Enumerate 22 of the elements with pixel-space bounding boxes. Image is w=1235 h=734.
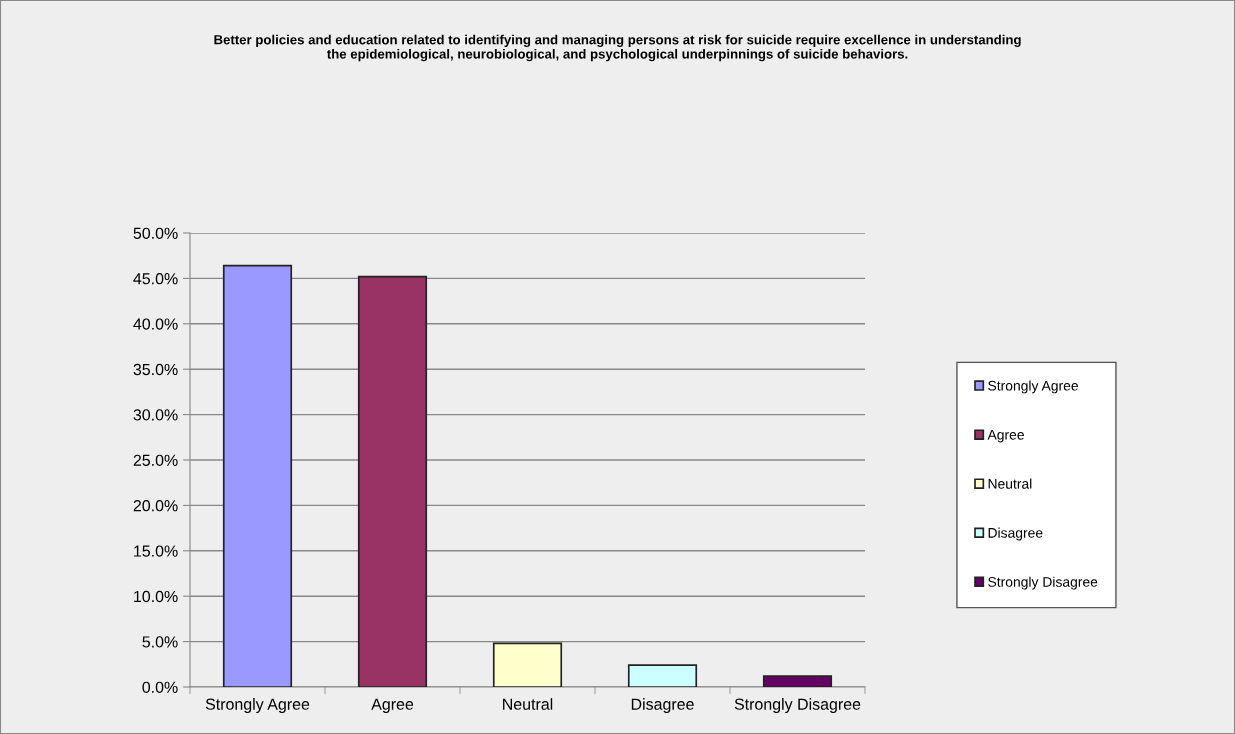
y-tick-label: 35.0% xyxy=(133,363,178,376)
legend-label: Neutral xyxy=(988,478,1032,489)
y-tick-label: 50.0% xyxy=(133,227,178,239)
legend-label: Strongly Agree xyxy=(988,380,1078,394)
y-tick-label: 30.0% xyxy=(133,409,178,421)
y-tick-label: 20.0% xyxy=(133,500,178,512)
y-tick-label: 0.0% xyxy=(142,681,178,693)
y-tick-label: 40.0% xyxy=(133,318,178,330)
x-tick-label: Disagree xyxy=(631,698,694,713)
x-tick-label: Agree xyxy=(371,698,414,713)
legend-label: Disagree xyxy=(988,527,1043,541)
y-tick-label: 5.0% xyxy=(142,636,178,648)
x-tick-label: Strongly Agree xyxy=(205,698,310,713)
legend-label: Agree xyxy=(987,429,1024,443)
x-tick-label: Strongly Disagree xyxy=(734,698,861,713)
y-tick-label: 15.0% xyxy=(134,545,178,557)
legend-label: Strongly Disagree xyxy=(988,576,1098,590)
x-tick-label: Neutral xyxy=(503,698,553,710)
y-tick-label: 25.0% xyxy=(133,454,178,466)
chart-title: Better policies and education related to identifying and managing persons at risk for suicide require excellence in understanding the epidemiological, neurobiological, and psychological underpinnings of suicide behaviors. xyxy=(214,34,1021,62)
y-tick-label: 10.0% xyxy=(134,590,178,603)
y-tick-label: 45.0% xyxy=(133,273,178,285)
